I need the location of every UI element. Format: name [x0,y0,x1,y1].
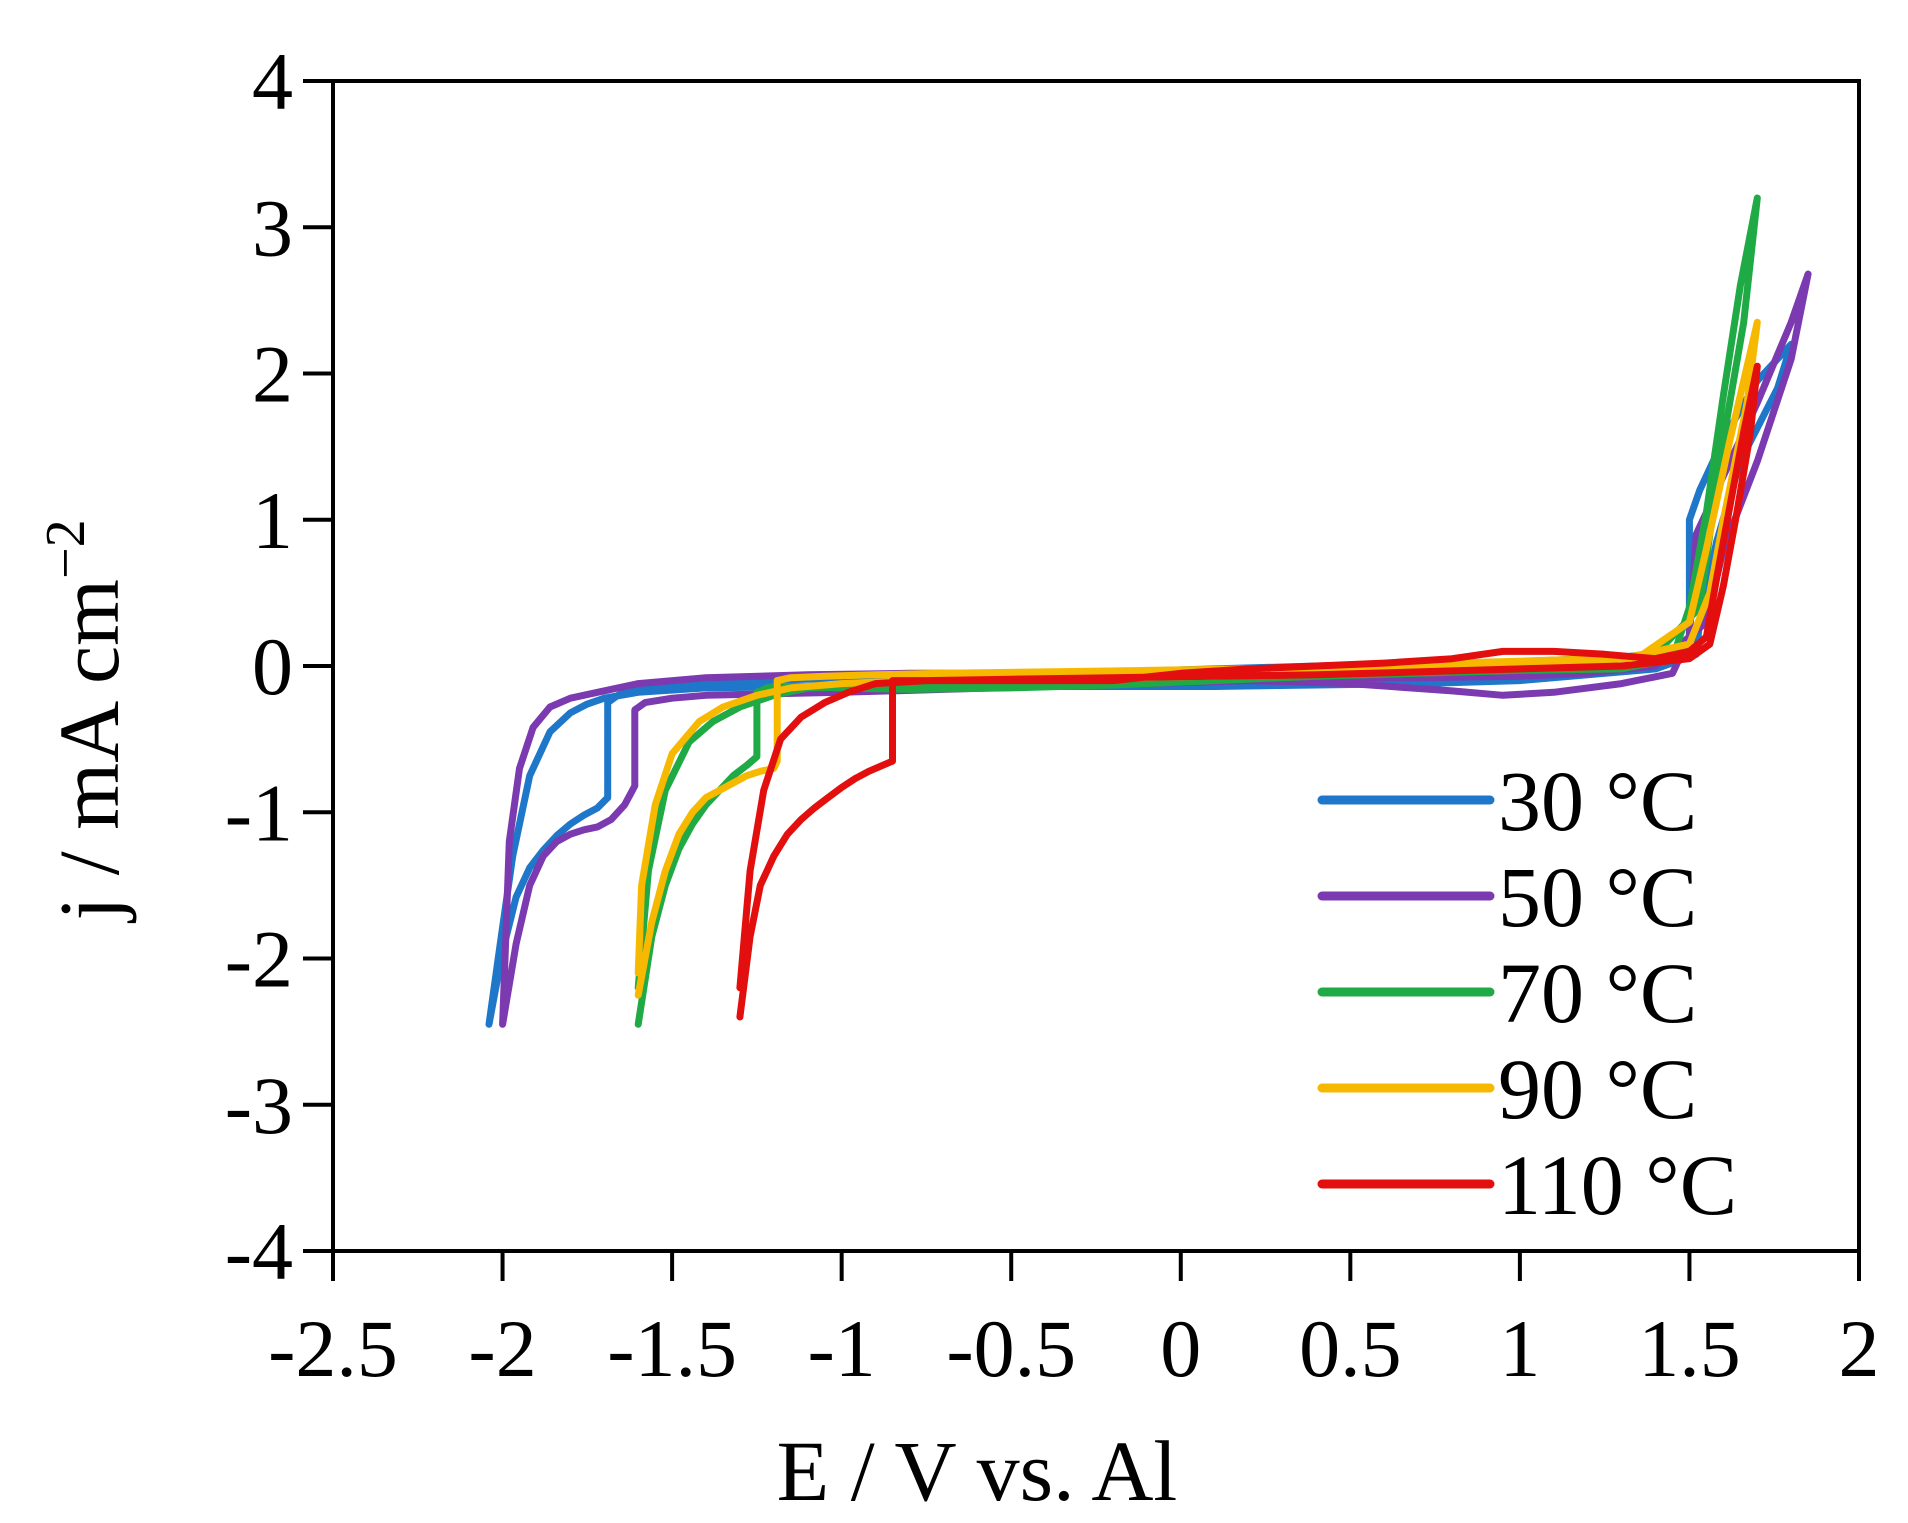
legend-label: 50 °C [1498,849,1697,945]
legend-label: 110 °C [1498,1137,1737,1233]
y-tick-label: -1 [225,767,293,858]
series-line-5 [736,362,1761,1021]
x-tick-label: -2 [468,1303,536,1394]
y-tick-label: -4 [225,1206,293,1297]
x-tick-label: 2 [1839,1303,1880,1394]
x-tick-label: -1.5 [607,1303,737,1394]
x-tick-label: 0 [1160,1303,1201,1394]
x-tick-label: 1.5 [1638,1303,1741,1394]
y-axis-title: j / mA cm−2 [35,519,137,923]
x-tick-label: -2.5 [268,1303,398,1394]
y-tick-label: 2 [252,329,293,420]
x-axis: -2.5 -2 -1.5 -1 -0.5 0 0.5 1 1.5 2 [268,1251,1880,1394]
x-tick-label: -1 [808,1303,876,1394]
x-tick-label: -0.5 [946,1303,1076,1394]
series-line-4 [634,318,1761,999]
y-axis-title-exponent: −2 [35,519,97,579]
y-axis: -4 -3 -2 -1 0 1 2 3 4 [225,36,333,1297]
y-tick-label: -2 [225,914,293,1005]
y-axis-title-main: j / mA cm [41,579,137,924]
x-axis-title: E / V vs. Al [777,1423,1178,1519]
y-tick-label: -3 [225,1060,293,1151]
series-group [485,194,1812,1028]
legend-label: 90 °C [1498,1041,1697,1137]
y-tick-label: 4 [252,36,293,127]
legend-label: 70 °C [1498,945,1697,1041]
series-line-1 [485,340,1795,1028]
x-tick-label: 1 [1499,1303,1540,1394]
y-tick-label: 3 [252,182,293,273]
legend-label: 30 °C [1498,753,1697,849]
y-tick-label: 0 [252,621,293,712]
x-tick-label: 0.5 [1299,1303,1402,1394]
y-tick-label: 1 [252,475,293,566]
